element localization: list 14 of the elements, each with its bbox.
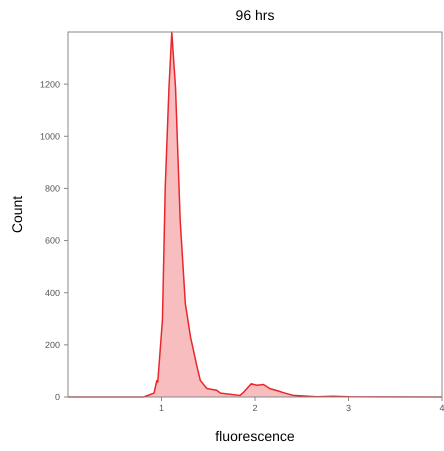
y-axis-title: Count <box>9 196 25 234</box>
y-tick-label: 600 <box>44 236 60 246</box>
chart-title: 96 hrs <box>236 7 274 23</box>
x-tick-label: 3 <box>346 403 352 413</box>
x-tick-label: 4 <box>439 403 444 413</box>
y-tick-label: 0 <box>54 392 60 402</box>
y-tick-label: 800 <box>44 184 60 194</box>
y-tick-label: 1000 <box>40 131 60 142</box>
y-tick-label: 200 <box>44 340 60 350</box>
x-tick-label: 2 <box>252 403 258 413</box>
y-tick-label: 1200 <box>40 79 60 90</box>
x-axis-title: fluorescence <box>215 428 295 444</box>
x-tick-label: 1 <box>158 403 164 413</box>
y-tick-label: 400 <box>44 288 60 298</box>
